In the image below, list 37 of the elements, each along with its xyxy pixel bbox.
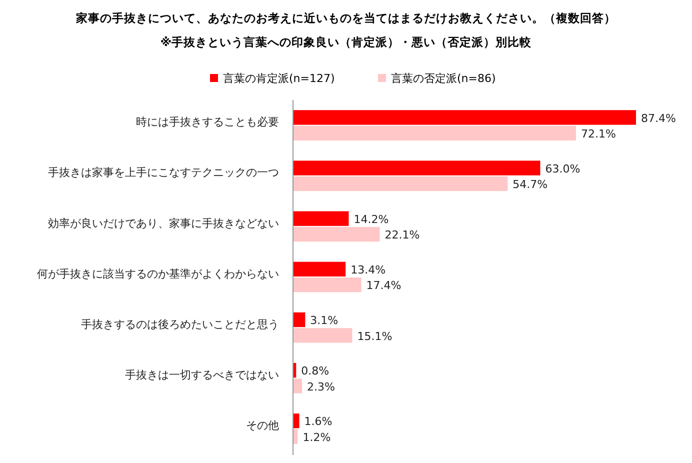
data-label: 2.3% xyxy=(307,380,335,394)
data-label: 17.4% xyxy=(366,279,402,292)
bar xyxy=(293,126,576,140)
legend-label: 言葉の肯定派(n=127) xyxy=(223,72,335,85)
chart-title: 家事の手抜きについて、あなたのお考えに近いものを当てはまるだけお教えください。（複数回答） xyxy=(75,11,616,25)
data-label: 22.1% xyxy=(384,228,420,242)
bar xyxy=(293,226,380,242)
bar xyxy=(293,278,362,292)
bar xyxy=(293,176,508,192)
bar xyxy=(293,378,302,394)
data-label: 63.0% xyxy=(545,162,580,176)
data-label: 15.1% xyxy=(357,330,392,343)
bar xyxy=(293,328,352,343)
data-label: 13.4% xyxy=(350,264,386,277)
y-tick-label: 何が手抜きに該当するのか基準がよくわからない xyxy=(37,267,279,280)
y-tick-label: 時には手抜きすることも必要 xyxy=(136,116,279,129)
bar xyxy=(293,312,306,328)
data-label: 0.8% xyxy=(301,364,330,378)
data-label: 1.2% xyxy=(302,430,331,444)
data-label: 54.7% xyxy=(512,178,548,192)
y-tick-label: その他 xyxy=(246,419,279,432)
y-tick-label: 手抜きは一切するべきではない xyxy=(125,368,279,382)
y-tick-label: 手抜きは家事を上手にこなすテクニックの一つ xyxy=(48,166,279,180)
bar xyxy=(293,110,636,125)
bar xyxy=(293,211,349,226)
y-tick-label: 効率が良いだけであり、家事に手抜きなどない xyxy=(48,216,279,230)
data-label: 72.1% xyxy=(580,127,616,140)
data-label: 3.1% xyxy=(310,314,338,328)
bar xyxy=(293,414,300,428)
y-tick-label: 手抜きするのは後ろめたいことだと思う xyxy=(81,318,279,331)
data-label: 14.2% xyxy=(354,212,389,226)
chart-subtitle: ※手抜きという言葉への印象良い（肯定派）・悪い（否定派）別比較 xyxy=(160,35,533,49)
data-label: 1.6% xyxy=(304,415,332,428)
bar xyxy=(293,262,346,276)
data-label: 87.4% xyxy=(641,112,676,125)
bar xyxy=(293,160,540,176)
legend-label: 言葉の否定派(n=86) xyxy=(391,72,496,85)
